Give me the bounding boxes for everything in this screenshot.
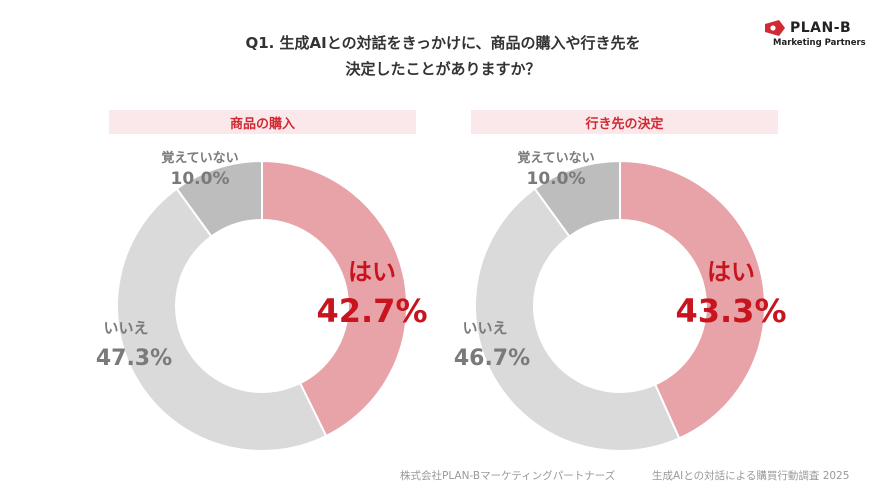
- donut-1-label-unsure: 覚えていない: [516, 150, 594, 166]
- logo-name: PLAN-B: [790, 20, 852, 36]
- panel-header-purchase: 商品の購入: [109, 110, 416, 134]
- donut-1-slice-unsure: [533, 159, 621, 238]
- chart-title: Q1. 生成AIとの対話をきっかけに、商品の購入や行き先を 決定したことがありま…: [0, 30, 886, 82]
- footer-survey: 生成AIとの対話による購買行動調査 2025: [652, 470, 850, 482]
- donut-0-label-unsure: 覚えていない: [160, 150, 238, 166]
- donut-1-label-no: いいえ: [462, 319, 507, 337]
- donut-0-value-unsure: 10.0%: [171, 169, 230, 189]
- donut-0-value-yes: 42.7%: [316, 292, 427, 330]
- donut-1-value-no: 46.7%: [454, 346, 530, 371]
- donut-1-label-yes: はい: [707, 258, 755, 286]
- logo-mark-icon: [765, 20, 785, 36]
- title-line-2: 決定したことがありますか？: [345, 60, 541, 78]
- donut-1-slice-no: [474, 187, 681, 452]
- footer-company: 株式会社PLAN-Bマーケティングパートナーズ: [400, 470, 616, 482]
- panel-header-destination: 行き先の決定: [471, 110, 778, 134]
- logo-tagline: Marketing Partners: [773, 38, 866, 48]
- donut-0-slice-no: [116, 187, 328, 452]
- donut-0-slice-yes: [261, 159, 408, 438]
- donut-1-value-yes: 43.3%: [675, 292, 786, 330]
- donut-0-value-no: 47.3%: [96, 346, 172, 371]
- title-line-1: Q1. 生成AIとの対話をきっかけに、商品の購入や行き先を: [245, 34, 641, 52]
- logo: PLAN-B Marketing Partners: [765, 20, 875, 48]
- donut-0-label-no: いいえ: [103, 319, 148, 337]
- donut-1-value-unsure: 10.0%: [527, 169, 586, 189]
- donut-0-label-yes: はい: [348, 258, 396, 286]
- donut-1-slice-yes: [619, 159, 766, 440]
- donut-0-slice-unsure: [175, 159, 263, 238]
